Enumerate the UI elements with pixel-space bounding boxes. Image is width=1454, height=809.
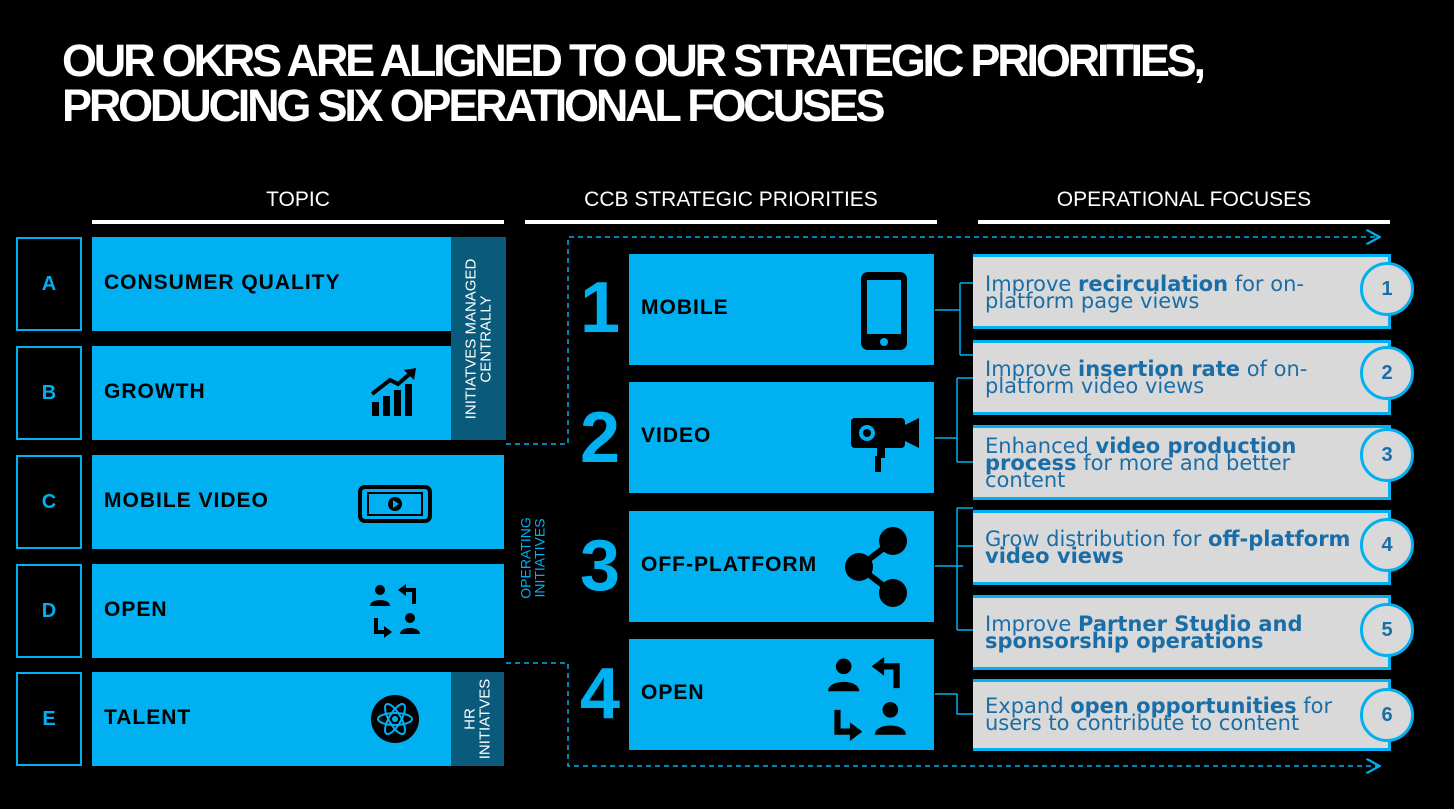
title-line-2: PRODUCING SIX OPERATIONAL FOCUSES xyxy=(62,80,886,131)
focus-text-2: Improve insertion rate of on-platform vi… xyxy=(985,359,1330,397)
focus-box-5: Improve Partner Studio and sponsorship o… xyxy=(973,595,1391,670)
column-header-focuses: OPERATIONAL FOCUSES xyxy=(1056,188,1312,211)
focus-segment: Improve xyxy=(985,612,1079,636)
focus-box-6: Expand open opportunities for users to c… xyxy=(973,679,1391,751)
topic-open: OPEN xyxy=(92,564,504,658)
focus-text-1: Improve recirculation for on-platform pa… xyxy=(985,274,1330,312)
topic-label: OPEN xyxy=(104,598,168,621)
priority-number-4: 4 xyxy=(580,654,620,734)
focus-segment: Improve xyxy=(985,357,1079,381)
topic-label: GROWTH xyxy=(104,380,206,403)
topic-letter-b: B xyxy=(16,346,82,440)
top-dashed-arrow xyxy=(506,237,1378,445)
focus-number-3: 3 xyxy=(1360,428,1414,482)
topic-talent: TALENT xyxy=(92,672,452,766)
priority-label: OPEN xyxy=(641,681,705,704)
group-hr-text: HR INITIATVES xyxy=(461,678,494,760)
focus-box-2: Improve insertion rate of on-platform vi… xyxy=(973,340,1391,415)
bracket-connectors xyxy=(935,282,973,715)
focus-text-6: Expand open opportunities for users to c… xyxy=(985,696,1345,734)
focus-segment: Expand xyxy=(985,694,1071,718)
people-exchange-icon xyxy=(370,584,420,638)
focus-segment: for on-platform page views xyxy=(985,272,1304,313)
group-initiatives-centrally: INITIATVES MANAGED CENTRALLY xyxy=(451,237,506,440)
topic-rule xyxy=(92,220,504,224)
page-title: OUR OKRS ARE ALIGNED TO OUR STRATEGIC PR… xyxy=(62,35,1206,131)
group-operating-text: OPERATING INITIATIVES xyxy=(518,517,549,599)
priority-video: VIDEO xyxy=(629,382,934,493)
focus-box-3: Enhanced video production process for mo… xyxy=(973,425,1391,500)
topic-label: TALENT xyxy=(104,706,192,729)
focus-text-3: Enhanced video production process for mo… xyxy=(985,436,1330,492)
focus-emphasis: insertion rate xyxy=(1078,357,1241,381)
column-header-topic: TOPIC xyxy=(266,188,330,211)
topic-letter-d: D xyxy=(16,564,82,658)
priority-label: VIDEO xyxy=(641,424,712,447)
topic-label: CONSUMER QUALITY xyxy=(104,271,341,294)
focus-number-1: 1 xyxy=(1360,262,1414,316)
focus-number-2: 2 xyxy=(1360,346,1414,400)
focus-number-6: 6 xyxy=(1360,688,1414,742)
focus-emphasis: Partner Studio and sponsorship operation… xyxy=(985,612,1303,653)
priority-number-2: 2 xyxy=(580,398,620,478)
topic-label: MOBILE VIDEO xyxy=(104,489,269,512)
focus-segment: for users to contribute to content xyxy=(985,694,1333,735)
topic-consumer-quality: CONSUMER QUALITY xyxy=(92,237,510,331)
focus-box-1: Improve recirculation for on-platform pa… xyxy=(973,254,1391,329)
focus-emphasis: recirculation xyxy=(1078,272,1229,296)
bottom-dashed-arrow xyxy=(506,662,1378,766)
atom-icon xyxy=(371,695,419,743)
priority-label: MOBILE xyxy=(641,296,729,319)
priority-number-3: 3 xyxy=(580,526,620,606)
focus-text-5: Improve Partner Studio and sponsorship o… xyxy=(985,614,1330,652)
people-exchange-icon xyxy=(828,657,906,741)
priority-mobile: MOBILE xyxy=(629,254,934,365)
growth-chart-icon xyxy=(370,368,416,416)
title-line-1: OUR OKRS ARE ALIGNED TO OUR STRATEGIC PR… xyxy=(62,35,1206,86)
column-header-priorities: CCB STRATEGIC PRIORITIES xyxy=(584,188,878,211)
group-operating-initiatives: OPERATING INITIATIVES xyxy=(508,508,558,608)
focus-number-4: 4 xyxy=(1360,518,1414,572)
focus-emphasis: off-platform video views xyxy=(985,527,1351,568)
focus-segment: Grow distribution for xyxy=(985,527,1209,551)
group-hr-initiatives: HR INITIATVES xyxy=(451,672,504,766)
focus-segment: for more and better content xyxy=(985,451,1291,492)
video-camera-icon xyxy=(851,418,919,472)
share-icon xyxy=(845,527,907,607)
mobile-video-icon xyxy=(358,485,432,523)
priority-off-platform: OFF-PLATFORM xyxy=(629,511,934,622)
focus-box-4: Grow distribution for off-platform video… xyxy=(973,510,1391,585)
focus-segment: of on-platform video views xyxy=(985,357,1308,398)
focus-emphasis: open opportunities xyxy=(1070,694,1297,718)
focus-text-4: Grow distribution for off-platform video… xyxy=(985,529,1375,567)
focus-segment: Improve xyxy=(985,272,1079,296)
smartphone-icon xyxy=(861,272,907,350)
focus-number-5: 5 xyxy=(1360,603,1414,657)
priority-open: OPEN xyxy=(629,639,934,750)
topic-mobile-video: MOBILE VIDEO xyxy=(92,455,504,549)
focus-emphasis: video production process xyxy=(985,434,1297,475)
topic-growth: GROWTH xyxy=(92,346,452,440)
priority-number-1: 1 xyxy=(580,268,620,348)
topic-letter-e: E xyxy=(16,672,82,766)
topic-letter-c: C xyxy=(16,455,82,549)
group-central-text: INITIATVES MANAGED CENTRALLY xyxy=(462,258,495,419)
focus-segment: Enhanced xyxy=(985,434,1096,458)
topic-letter-a: A xyxy=(16,237,82,331)
focuses-rule xyxy=(978,220,1390,224)
priority-label: OFF-PLATFORM xyxy=(641,553,818,576)
priorities-rule xyxy=(525,220,937,224)
